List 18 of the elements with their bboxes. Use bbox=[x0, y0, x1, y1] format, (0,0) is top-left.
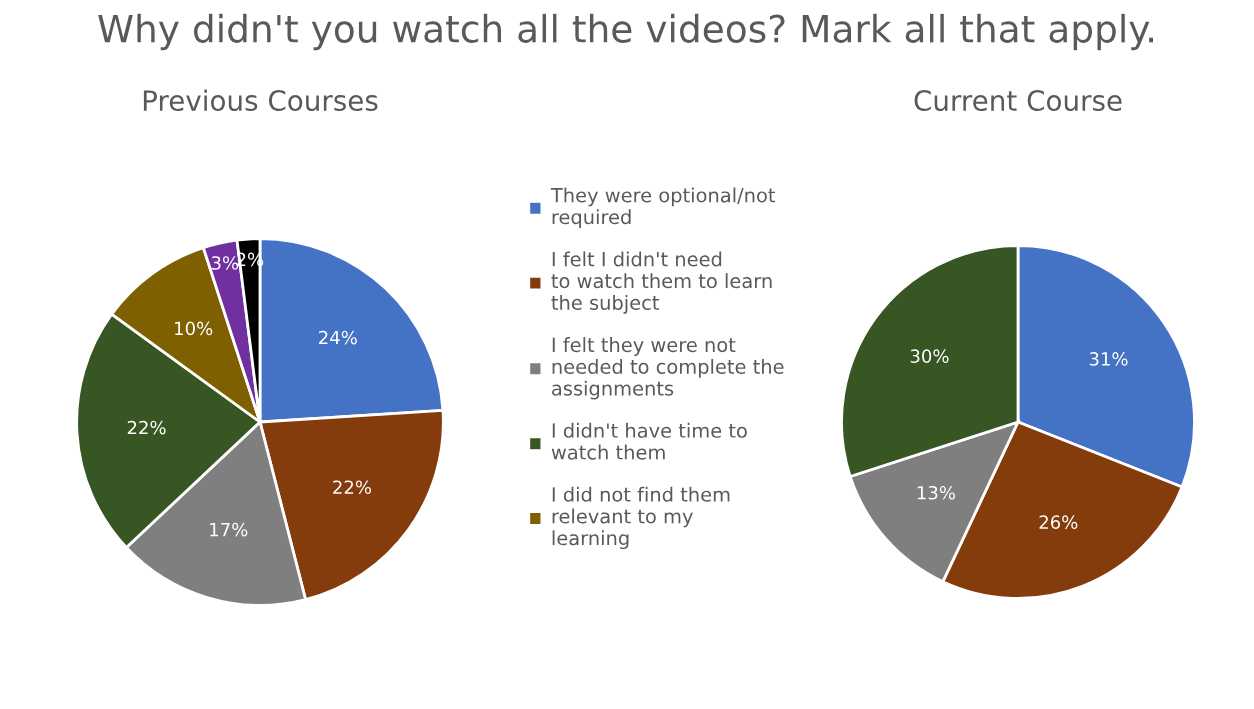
legend-label: I felt they were not needed to complete the assignments bbox=[552, 337, 784, 400]
chart-subtitle: Previous Courses bbox=[143, 89, 378, 112]
legend-label: I did not find them relevant to my learning bbox=[552, 486, 730, 550]
data-label: 30% bbox=[910, 349, 949, 363]
chart-title: Why didn't you watch all the videos? Mark all that apply. bbox=[98, 13, 1154, 51]
data-label: 31% bbox=[1089, 352, 1128, 366]
data-label: 22% bbox=[127, 420, 166, 435]
data-label: 22% bbox=[333, 480, 372, 495]
data-label: 17% bbox=[210, 522, 248, 537]
data-label: 10% bbox=[175, 321, 213, 336]
data-label: 3% bbox=[211, 256, 239, 270]
chart-title: Current Course bbox=[914, 90, 1122, 112]
data-label: 24% bbox=[319, 330, 357, 345]
legend-label: I didn't have time to watch them bbox=[551, 422, 747, 460]
data-label: 13% bbox=[917, 485, 955, 500]
data-label: 26% bbox=[1039, 515, 1078, 529]
legend-label: They were optional/not required bbox=[550, 187, 776, 229]
legend-label: I felt I didn't need to watch them to learn the subject bbox=[551, 251, 772, 314]
